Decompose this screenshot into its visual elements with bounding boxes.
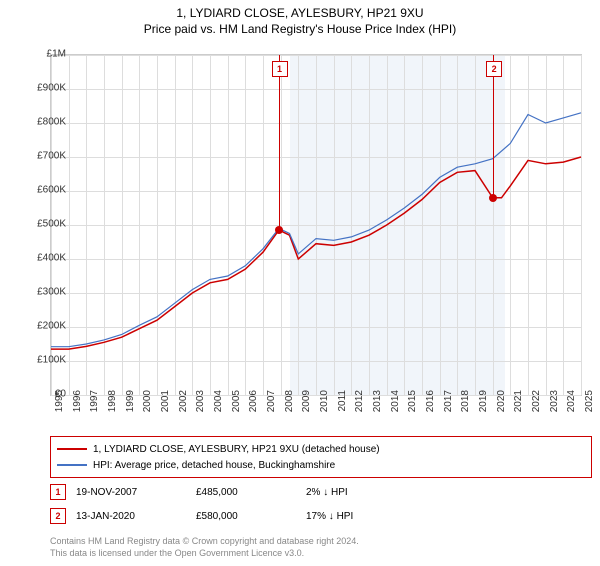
x-axis-label: 2010 [319, 390, 330, 430]
event-price-2: £580,000 [196, 511, 296, 522]
footer-line-1: Contains HM Land Registry data © Crown c… [50, 536, 580, 548]
y-axis-label: £1M [16, 49, 66, 60]
legend-label-1: 1, LYDIARD CLOSE, AYLESBURY, HP21 9XU (d… [93, 444, 380, 455]
x-axis-label: 2024 [566, 390, 577, 430]
chart-title: 1, LYDIARD CLOSE, AYLESBURY, HP21 9XU [0, 6, 600, 20]
marker-label: 2 [486, 61, 502, 77]
x-axis-label: 1996 [72, 390, 83, 430]
y-axis-label: £400K [16, 253, 66, 264]
x-axis-label: 2023 [549, 390, 560, 430]
y-axis-label: £700K [16, 151, 66, 162]
event-row-1: 1 19-NOV-2007 £485,000 2% ↓ HPI [50, 484, 580, 500]
x-axis-label: 2001 [160, 390, 171, 430]
y-axis-label: £500K [16, 219, 66, 230]
x-axis-label: 2000 [142, 390, 153, 430]
x-axis-label: 2013 [372, 390, 383, 430]
y-axis-label: £100K [16, 355, 66, 366]
x-axis-label: 2025 [584, 390, 595, 430]
legend-label-2: HPI: Average price, detached house, Buck… [93, 460, 335, 471]
x-axis-label: 2017 [443, 390, 454, 430]
x-axis-label: 1997 [89, 390, 100, 430]
event-marker-1: 1 [50, 484, 66, 500]
marker-line [279, 55, 280, 230]
event-date-2: 13-JAN-2020 [76, 511, 186, 522]
x-axis-label: 2003 [195, 390, 206, 430]
x-axis-label: 1999 [125, 390, 136, 430]
event-date-1: 19-NOV-2007 [76, 487, 186, 498]
event-marker-2: 2 [50, 508, 66, 524]
series-line [51, 113, 581, 347]
x-axis-label: 2004 [213, 390, 224, 430]
y-axis-label: £800K [16, 117, 66, 128]
legend-swatch-1 [57, 448, 87, 450]
x-axis-label: 2015 [407, 390, 418, 430]
x-axis-label: 2008 [284, 390, 295, 430]
legend-row-1: 1, LYDIARD CLOSE, AYLESBURY, HP21 9XU (d… [57, 441, 585, 457]
chart-subtitle: Price paid vs. HM Land Registry's House … [0, 22, 600, 36]
x-axis-label: 2005 [231, 390, 242, 430]
event-delta-1: 2% ↓ HPI [306, 487, 456, 498]
x-axis-label: 2016 [425, 390, 436, 430]
x-axis-label: 1998 [107, 390, 118, 430]
x-axis-label: 1995 [54, 390, 65, 430]
legend-box: 1, LYDIARD CLOSE, AYLESBURY, HP21 9XU (d… [50, 436, 592, 478]
event-row-2: 2 13-JAN-2020 £580,000 17% ↓ HPI [50, 508, 580, 524]
y-axis-label: £900K [16, 83, 66, 94]
x-axis-label: 2020 [496, 390, 507, 430]
marker-label: 1 [272, 61, 288, 77]
x-axis-label: 2007 [266, 390, 277, 430]
x-axis-label: 2018 [460, 390, 471, 430]
footer-text: Contains HM Land Registry data © Crown c… [50, 536, 580, 559]
event-delta-2: 17% ↓ HPI [306, 511, 456, 522]
event-price-1: £485,000 [196, 487, 296, 498]
x-axis-label: 2012 [354, 390, 365, 430]
x-axis-label: 2021 [513, 390, 524, 430]
y-axis-label: £200K [16, 321, 66, 332]
x-axis-label: 2019 [478, 390, 489, 430]
x-axis-label: 2011 [337, 390, 348, 430]
gridline-v [581, 55, 582, 395]
legend-row-2: HPI: Average price, detached house, Buck… [57, 457, 585, 473]
y-axis-label: £300K [16, 287, 66, 298]
footer-line-2: This data is licensed under the Open Gov… [50, 548, 580, 560]
x-axis-label: 2002 [178, 390, 189, 430]
series-line [51, 157, 581, 349]
x-axis-label: 2006 [248, 390, 259, 430]
x-axis-label: 2009 [301, 390, 312, 430]
chart-svg [51, 55, 581, 395]
x-axis-label: 2014 [390, 390, 401, 430]
y-axis-label: £600K [16, 185, 66, 196]
chart-plot-area: 12 [50, 54, 582, 396]
legend-swatch-2 [57, 464, 87, 466]
x-axis-label: 2022 [531, 390, 542, 430]
